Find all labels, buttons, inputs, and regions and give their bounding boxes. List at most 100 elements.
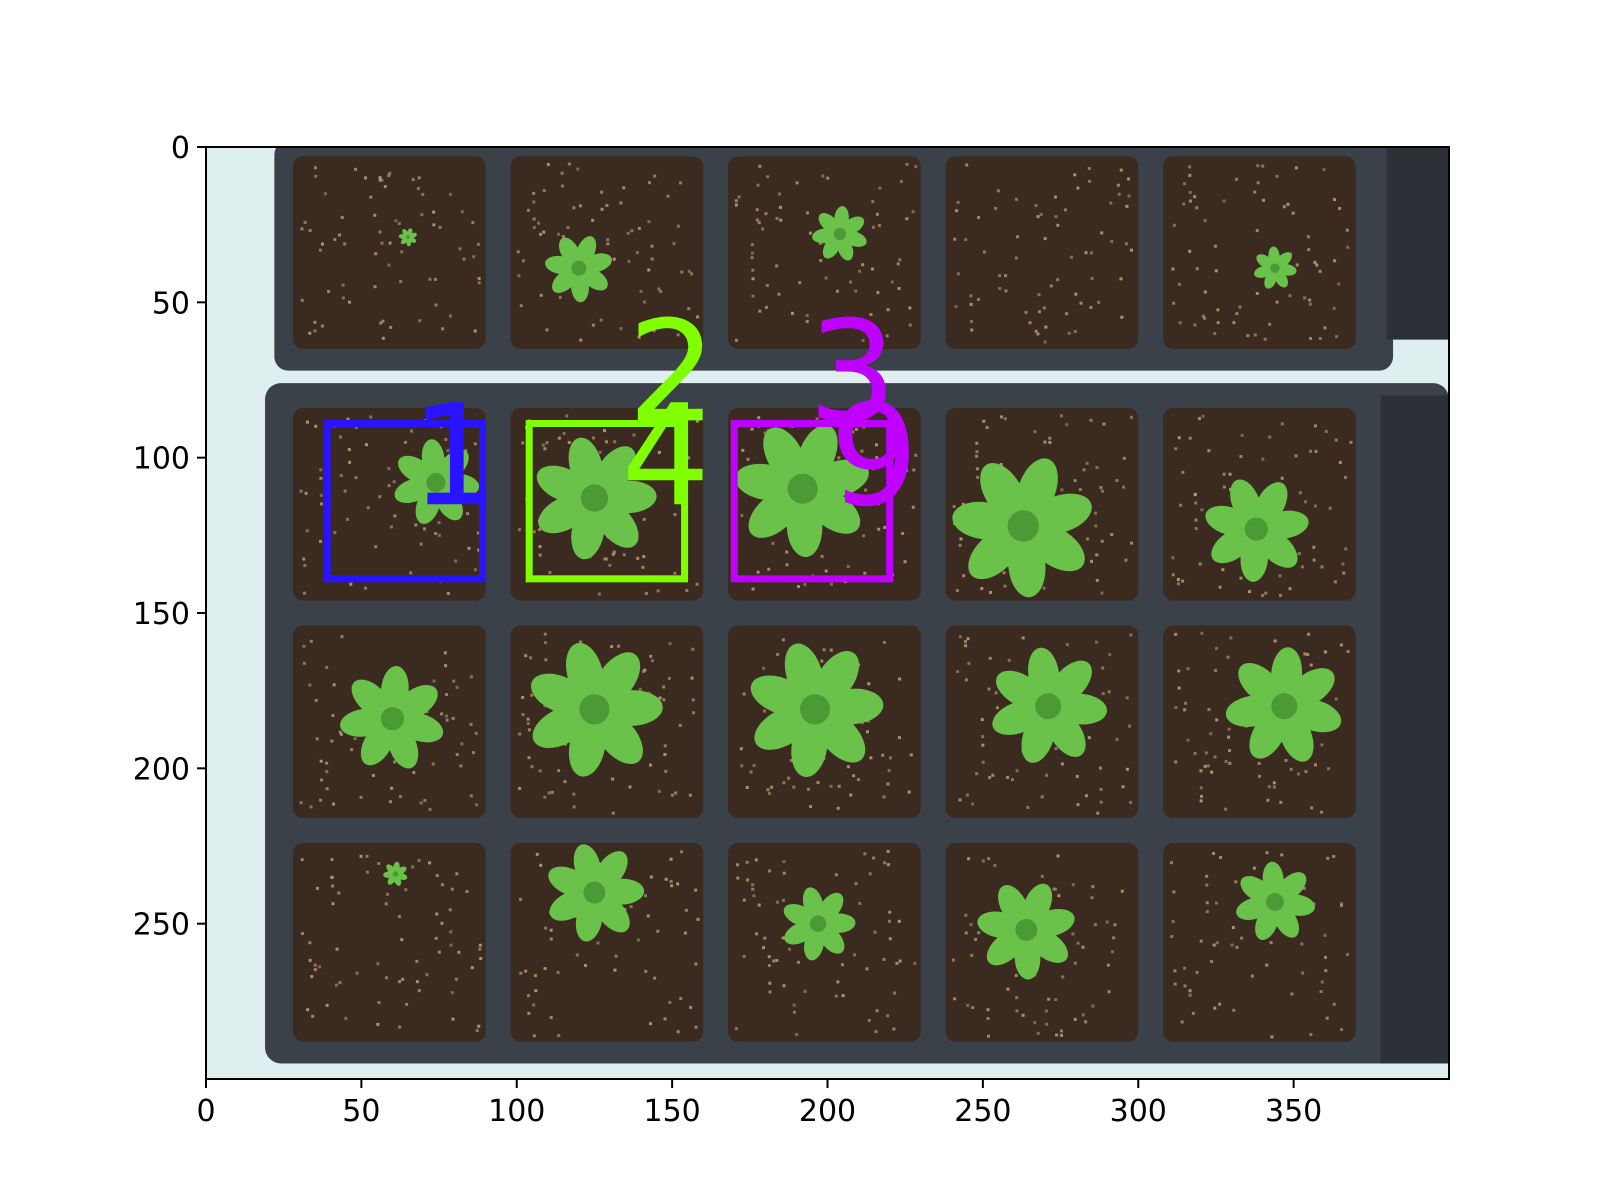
soil-speck <box>527 728 531 732</box>
soil-speck <box>526 721 530 725</box>
soil-speck <box>544 658 548 662</box>
plant-center <box>392 871 399 877</box>
plant-center <box>800 694 831 725</box>
soil-speck <box>1307 248 1311 252</box>
soil-speck <box>1345 228 1349 232</box>
soil-speck <box>1346 650 1350 654</box>
soil-speck <box>975 454 979 458</box>
soil-speck <box>1040 795 1044 799</box>
soil-speck <box>460 742 464 746</box>
soil-speck <box>542 230 546 234</box>
soil-speck <box>1026 805 1030 809</box>
soil-speck <box>1278 593 1282 597</box>
soil-speck <box>1090 559 1094 563</box>
soil-speck <box>387 263 391 267</box>
soil-speck <box>1014 256 1018 260</box>
soil-speck <box>1036 1031 1040 1035</box>
soil-speck <box>965 793 969 797</box>
soil-speck <box>1089 305 1093 309</box>
soil-speck <box>1107 690 1111 694</box>
soil-speck <box>300 298 304 302</box>
soil-speck <box>1033 430 1037 434</box>
soil-speck <box>651 659 655 663</box>
soil-speck <box>987 857 991 861</box>
soil-speck <box>474 731 478 735</box>
soil-speck <box>1224 807 1228 811</box>
soil-speck <box>1055 1033 1059 1037</box>
soil-speck <box>863 852 867 856</box>
soil-speck <box>1125 204 1129 208</box>
soil-speck <box>538 769 542 773</box>
soil-speck <box>1188 993 1192 997</box>
plant-leaf <box>980 463 1027 522</box>
soil-speck <box>644 969 648 973</box>
soil-speck <box>521 259 525 263</box>
soil-speck <box>777 192 781 196</box>
soil-speck <box>952 505 956 509</box>
soil-speck <box>1171 920 1175 924</box>
soil-speck <box>805 314 809 318</box>
plant-leaf <box>812 228 838 244</box>
soil-speck <box>477 1024 481 1028</box>
soil-speck <box>695 582 699 586</box>
soil-speck <box>761 227 765 231</box>
soil-speck <box>672 242 676 246</box>
soil-speck <box>1268 322 1272 326</box>
soil-speck <box>446 592 450 596</box>
soil-speck <box>873 930 877 934</box>
soil-speck <box>975 772 979 776</box>
soil-speck <box>315 737 319 741</box>
soil-speck <box>1129 248 1133 252</box>
soil-speck <box>1282 205 1286 209</box>
soil-speck <box>1094 511 1098 515</box>
soil-speck <box>575 953 579 957</box>
soil-speck <box>331 884 335 888</box>
soil-speck <box>347 448 351 452</box>
soil-speck <box>951 958 955 962</box>
soil-speck <box>578 204 582 208</box>
soil-speck <box>1294 166 1298 170</box>
soil-speck <box>339 473 343 477</box>
soil-speck <box>1181 470 1185 474</box>
soil-speck <box>428 277 432 281</box>
soil-speck <box>1180 1020 1184 1024</box>
soil-speck <box>381 319 385 323</box>
soil-speck <box>1116 183 1120 187</box>
soil-speck <box>388 241 392 245</box>
soil-speck <box>445 718 449 722</box>
soil-speck <box>313 320 317 324</box>
soil-speck <box>877 224 881 228</box>
soil-speck <box>895 961 899 965</box>
soil-speck <box>1214 901 1218 905</box>
plant-leaf <box>784 921 816 945</box>
soil-speck <box>1047 997 1051 1001</box>
soil-speck <box>565 414 569 418</box>
soil-speck <box>387 484 391 488</box>
soil-speck <box>1333 580 1337 584</box>
soil-speck <box>1016 235 1020 239</box>
soil-speck <box>971 1006 975 1010</box>
soil-speck <box>657 450 661 454</box>
soil-speck <box>440 883 444 887</box>
soil-speck <box>1204 751 1208 755</box>
plant-leaf <box>1278 711 1314 762</box>
plant-rosette <box>398 228 417 247</box>
plant-rosette <box>530 642 663 777</box>
bounding-box-1 <box>323 419 487 583</box>
soil-speck <box>446 449 450 453</box>
soil-speck <box>477 276 481 280</box>
soil-speck <box>792 1010 796 1014</box>
soil-speck <box>871 467 875 471</box>
plant-leaf <box>1211 528 1254 564</box>
soil-cell-base <box>510 842 704 1042</box>
soil-speck <box>1262 198 1266 202</box>
y-tick-label: 150 <box>133 597 190 632</box>
soil-speck <box>1214 269 1218 273</box>
soil-speck <box>1297 552 1301 556</box>
soil-speck <box>579 338 583 342</box>
soil-speck <box>822 648 826 652</box>
soil-speck <box>757 416 761 420</box>
x-tick-label: 0 <box>196 1094 215 1129</box>
soil-speck <box>622 186 626 190</box>
soil-speck <box>1065 643 1069 647</box>
